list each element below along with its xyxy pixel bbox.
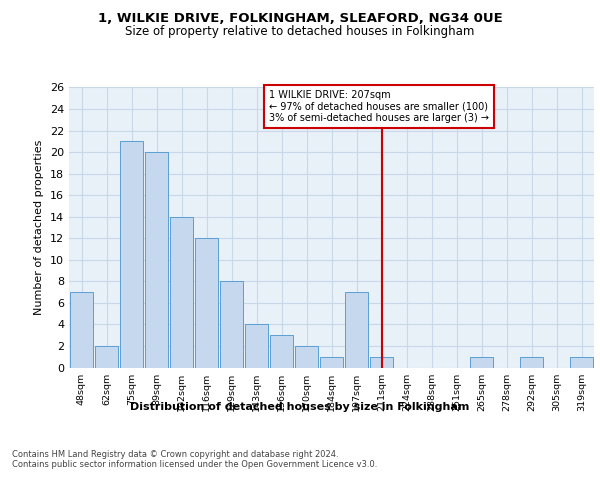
Bar	[470, 356, 493, 368]
Bar	[120, 142, 143, 368]
Bar	[345, 292, 368, 368]
Bar	[95, 346, 118, 368]
Bar	[570, 356, 593, 368]
Text: 1, WILKIE DRIVE, FOLKINGHAM, SLEAFORD, NG34 0UE: 1, WILKIE DRIVE, FOLKINGHAM, SLEAFORD, N…	[98, 12, 502, 26]
Bar	[170, 216, 193, 368]
Y-axis label: Number of detached properties: Number of detached properties	[34, 140, 44, 315]
Text: Distribution of detached houses by size in Folkingham: Distribution of detached houses by size …	[130, 402, 470, 412]
Bar	[70, 292, 93, 368]
Bar	[245, 324, 268, 368]
Bar	[370, 356, 393, 368]
Bar	[195, 238, 218, 368]
Bar	[320, 356, 343, 368]
Bar	[145, 152, 168, 368]
Text: 1 WILKIE DRIVE: 207sqm
← 97% of detached houses are smaller (100)
3% of semi-det: 1 WILKIE DRIVE: 207sqm ← 97% of detached…	[269, 90, 489, 123]
Text: Size of property relative to detached houses in Folkingham: Size of property relative to detached ho…	[125, 25, 475, 38]
Text: Contains HM Land Registry data © Crown copyright and database right 2024.
Contai: Contains HM Land Registry data © Crown c…	[12, 450, 377, 469]
Bar	[220, 282, 243, 368]
Bar	[295, 346, 318, 368]
Bar	[270, 335, 293, 368]
Bar	[520, 356, 543, 368]
